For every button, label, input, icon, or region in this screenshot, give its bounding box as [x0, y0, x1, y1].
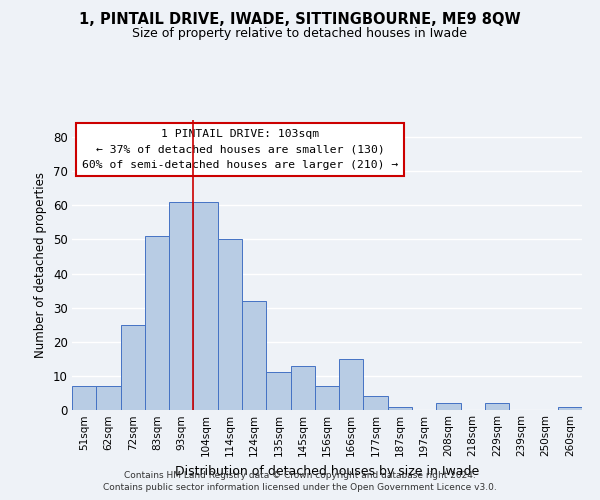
Y-axis label: Number of detached properties: Number of detached properties — [34, 172, 47, 358]
Text: Contains public sector information licensed under the Open Government Licence v3: Contains public sector information licen… — [103, 484, 497, 492]
Bar — [436, 403, 461, 410]
Bar — [364, 396, 388, 410]
Bar — [193, 202, 218, 410]
Bar — [96, 386, 121, 410]
Bar — [558, 406, 582, 410]
Bar — [315, 386, 339, 410]
X-axis label: Distribution of detached houses by size in Iwade: Distribution of detached houses by size … — [175, 464, 479, 477]
Bar — [169, 202, 193, 410]
Bar — [266, 372, 290, 410]
Bar — [388, 406, 412, 410]
Bar — [339, 359, 364, 410]
Bar — [290, 366, 315, 410]
Bar — [72, 386, 96, 410]
Text: 1, PINTAIL DRIVE, IWADE, SITTINGBOURNE, ME9 8QW: 1, PINTAIL DRIVE, IWADE, SITTINGBOURNE, … — [79, 12, 521, 28]
Bar — [485, 403, 509, 410]
Bar — [121, 324, 145, 410]
Text: Contains HM Land Registry data © Crown copyright and database right 2024.: Contains HM Land Registry data © Crown c… — [124, 471, 476, 480]
Bar — [218, 240, 242, 410]
Bar — [145, 236, 169, 410]
Bar — [242, 301, 266, 410]
Text: 1 PINTAIL DRIVE: 103sqm
← 37% of detached houses are smaller (130)
60% of semi-d: 1 PINTAIL DRIVE: 103sqm ← 37% of detache… — [82, 128, 398, 170]
Text: Size of property relative to detached houses in Iwade: Size of property relative to detached ho… — [133, 28, 467, 40]
